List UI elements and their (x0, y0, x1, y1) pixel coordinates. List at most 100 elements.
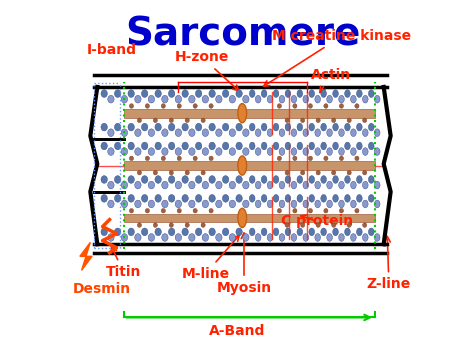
Ellipse shape (356, 123, 362, 131)
Ellipse shape (285, 176, 291, 183)
Ellipse shape (222, 90, 229, 98)
Ellipse shape (315, 95, 320, 103)
Ellipse shape (363, 170, 367, 175)
Ellipse shape (193, 208, 197, 213)
Ellipse shape (261, 90, 267, 98)
Ellipse shape (155, 228, 161, 236)
Ellipse shape (273, 176, 279, 183)
Ellipse shape (101, 142, 108, 150)
Ellipse shape (135, 181, 141, 189)
Ellipse shape (347, 223, 351, 227)
Ellipse shape (374, 129, 380, 137)
Ellipse shape (128, 123, 134, 131)
Ellipse shape (128, 142, 134, 150)
Ellipse shape (347, 118, 351, 122)
Ellipse shape (148, 200, 155, 208)
Ellipse shape (209, 228, 215, 236)
Ellipse shape (363, 223, 367, 227)
Ellipse shape (128, 228, 134, 236)
Ellipse shape (155, 176, 161, 183)
Ellipse shape (321, 142, 327, 150)
Ellipse shape (333, 123, 338, 131)
Ellipse shape (273, 123, 279, 131)
Ellipse shape (363, 118, 367, 122)
Text: M-line: M-line (182, 235, 239, 281)
Ellipse shape (153, 223, 157, 227)
Ellipse shape (135, 234, 141, 241)
Ellipse shape (297, 195, 302, 202)
Ellipse shape (121, 95, 128, 103)
Ellipse shape (182, 228, 188, 236)
Ellipse shape (355, 104, 359, 108)
Ellipse shape (279, 234, 285, 241)
Ellipse shape (121, 129, 128, 137)
Ellipse shape (279, 129, 285, 137)
Ellipse shape (368, 123, 374, 131)
Ellipse shape (297, 90, 302, 98)
Ellipse shape (101, 228, 108, 236)
Ellipse shape (279, 148, 285, 155)
Ellipse shape (356, 228, 362, 236)
Ellipse shape (267, 95, 273, 103)
Polygon shape (80, 243, 92, 270)
Ellipse shape (177, 104, 182, 108)
Ellipse shape (339, 104, 344, 108)
Ellipse shape (279, 200, 285, 208)
Ellipse shape (327, 234, 332, 241)
Ellipse shape (374, 200, 380, 208)
Ellipse shape (309, 123, 315, 131)
Ellipse shape (175, 148, 182, 155)
Text: Titin: Titin (106, 246, 141, 279)
Ellipse shape (236, 195, 242, 202)
Ellipse shape (155, 123, 161, 131)
Ellipse shape (327, 181, 332, 189)
Ellipse shape (169, 118, 173, 122)
Ellipse shape (303, 95, 309, 103)
Ellipse shape (182, 90, 188, 98)
Ellipse shape (374, 95, 380, 103)
Ellipse shape (308, 208, 312, 213)
Ellipse shape (238, 156, 246, 175)
Ellipse shape (333, 195, 338, 202)
Ellipse shape (308, 156, 312, 161)
Ellipse shape (261, 228, 267, 236)
Ellipse shape (175, 234, 182, 241)
Ellipse shape (175, 200, 182, 208)
Ellipse shape (108, 234, 114, 241)
Ellipse shape (301, 170, 305, 175)
Ellipse shape (121, 148, 128, 155)
Ellipse shape (345, 195, 350, 202)
Ellipse shape (168, 90, 175, 98)
Ellipse shape (141, 195, 148, 202)
Ellipse shape (129, 156, 134, 161)
Ellipse shape (137, 223, 142, 227)
Ellipse shape (293, 156, 297, 161)
Ellipse shape (135, 129, 141, 137)
Ellipse shape (333, 142, 338, 150)
Ellipse shape (141, 123, 148, 131)
Ellipse shape (108, 148, 114, 155)
Ellipse shape (255, 148, 261, 155)
Ellipse shape (189, 129, 195, 137)
Ellipse shape (316, 118, 320, 122)
Ellipse shape (345, 176, 350, 183)
Ellipse shape (303, 234, 309, 241)
Text: C protein: C protein (281, 214, 354, 228)
Ellipse shape (297, 123, 302, 131)
Ellipse shape (108, 181, 114, 189)
Ellipse shape (229, 234, 236, 241)
Ellipse shape (327, 129, 332, 137)
Ellipse shape (129, 104, 134, 108)
Ellipse shape (216, 200, 222, 208)
Ellipse shape (285, 118, 289, 122)
Ellipse shape (332, 170, 336, 175)
Ellipse shape (128, 195, 134, 202)
Ellipse shape (243, 234, 249, 241)
Ellipse shape (121, 181, 128, 189)
Ellipse shape (137, 118, 142, 122)
Ellipse shape (114, 228, 121, 236)
Ellipse shape (236, 123, 242, 131)
Text: Desmin: Desmin (73, 283, 131, 296)
Ellipse shape (339, 208, 344, 213)
Ellipse shape (255, 234, 261, 241)
